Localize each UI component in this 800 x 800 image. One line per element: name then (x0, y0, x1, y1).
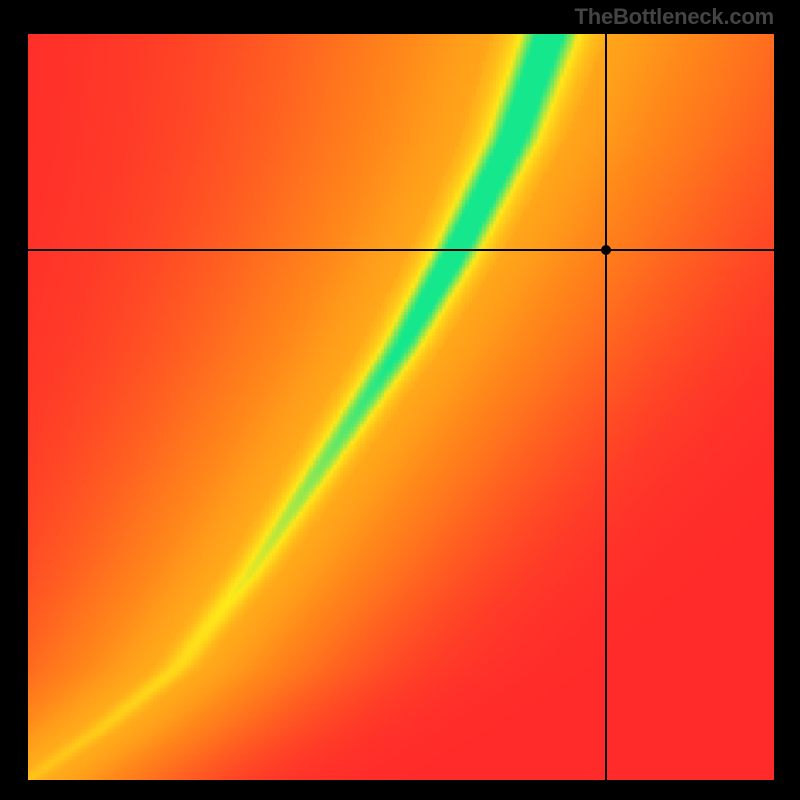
chart-container: TheBottleneck.com (0, 0, 800, 800)
heatmap-canvas (28, 34, 774, 780)
crosshair-vertical (605, 34, 607, 780)
crosshair-horizontal (28, 249, 774, 251)
watermark-text: TheBottleneck.com (574, 4, 774, 30)
plot-area (28, 34, 774, 780)
